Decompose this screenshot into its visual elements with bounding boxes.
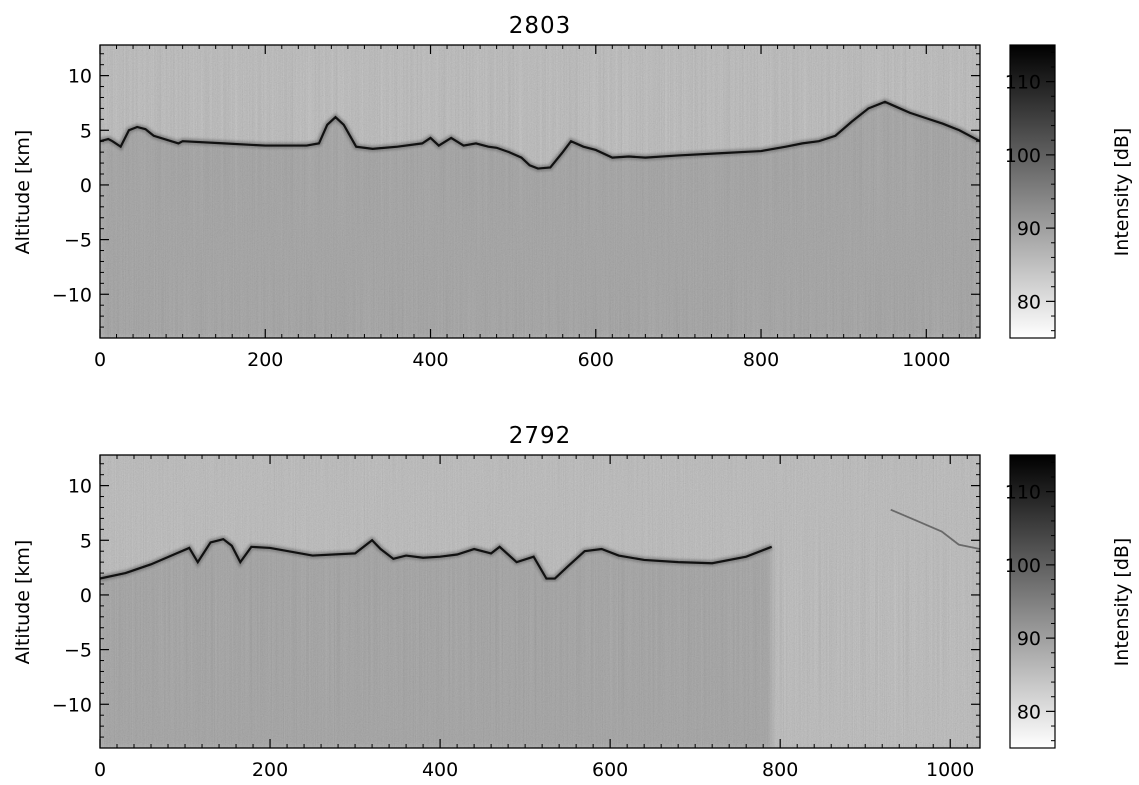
colorbar-tick-label: 90 <box>1017 628 1041 650</box>
y-tick-label: −10 <box>52 694 92 716</box>
colorbar-label: Intensity [dB] <box>1111 128 1133 257</box>
plot-frame <box>99 454 981 749</box>
subsurface-clutter <box>100 101 980 338</box>
surface-echo <box>100 537 773 580</box>
panel-2792: 2792 0 200 400 600 800 1000 10 5 0 −5 −10 Altitude… <box>12 423 1133 781</box>
colorbar-tick-label: 100 <box>1005 555 1041 577</box>
colorbar: 110 100 90 80 <box>1005 454 1056 749</box>
y-tick-label: 5 <box>80 120 92 142</box>
panel-title: 2803 <box>509 13 572 39</box>
y-tick-label: 0 <box>80 175 92 197</box>
radargram-image: 0 200 400 600 800 1000 10 5 0 −5 −10 <box>52 454 981 781</box>
x-tick-label: 600 <box>592 759 628 781</box>
y-axis-label: Altitude [km] <box>12 540 34 665</box>
y-tick-label: −5 <box>64 640 92 662</box>
y-tick-label: −10 <box>52 284 92 306</box>
colorbar-tick-label: 80 <box>1017 291 1041 313</box>
colorbar-tick-label: 110 <box>1005 72 1041 94</box>
colorbar-tick-label: 110 <box>1005 482 1041 504</box>
y-axis-label: Altitude [km] <box>12 130 34 255</box>
y-tick-label: −5 <box>64 230 92 252</box>
y-tick-label: 0 <box>80 585 92 607</box>
colorbar-tick-label: 80 <box>1017 701 1041 723</box>
surface-echo <box>100 100 980 170</box>
plot-frame <box>99 44 981 339</box>
radargram-image: 0 200 400 600 800 1000 10 5 0 −5 −10 <box>52 44 981 371</box>
x-tick-label: 1000 <box>926 759 974 781</box>
colorbar-gradient <box>1009 454 1056 749</box>
colorbar-label: Intensity [dB] <box>1111 538 1133 667</box>
x-tick-label: 400 <box>422 759 458 781</box>
y-tick-label: 10 <box>68 476 92 498</box>
y-tick-label: 5 <box>80 530 92 552</box>
x-tick-label: 200 <box>247 349 283 371</box>
panel-title: 2792 <box>509 423 572 449</box>
colorbar-tick-label: 100 <box>1005 145 1041 167</box>
x-tick-label: 800 <box>762 759 798 781</box>
subsurface-clutter <box>100 539 772 748</box>
x-tick-label: 200 <box>252 759 288 781</box>
faint-surface-echo <box>890 508 980 550</box>
x-tick-label: 0 <box>94 349 106 371</box>
x-tick-label: 1000 <box>902 349 950 371</box>
y-tick-label: 10 <box>68 66 92 88</box>
colorbar: 110 100 90 80 <box>1005 44 1056 339</box>
x-tick-label: 0 <box>94 759 106 781</box>
x-tick-label: 800 <box>743 349 779 371</box>
x-tick-label: 400 <box>412 349 448 371</box>
colorbar-tick-label: 90 <box>1017 218 1041 240</box>
colorbar-gradient <box>1009 44 1056 339</box>
panel-2803: 2803 0 200 400 600 800 1000 10 5 0 −5 −10 Altitude… <box>12 13 1133 371</box>
x-tick-label: 600 <box>578 349 614 371</box>
